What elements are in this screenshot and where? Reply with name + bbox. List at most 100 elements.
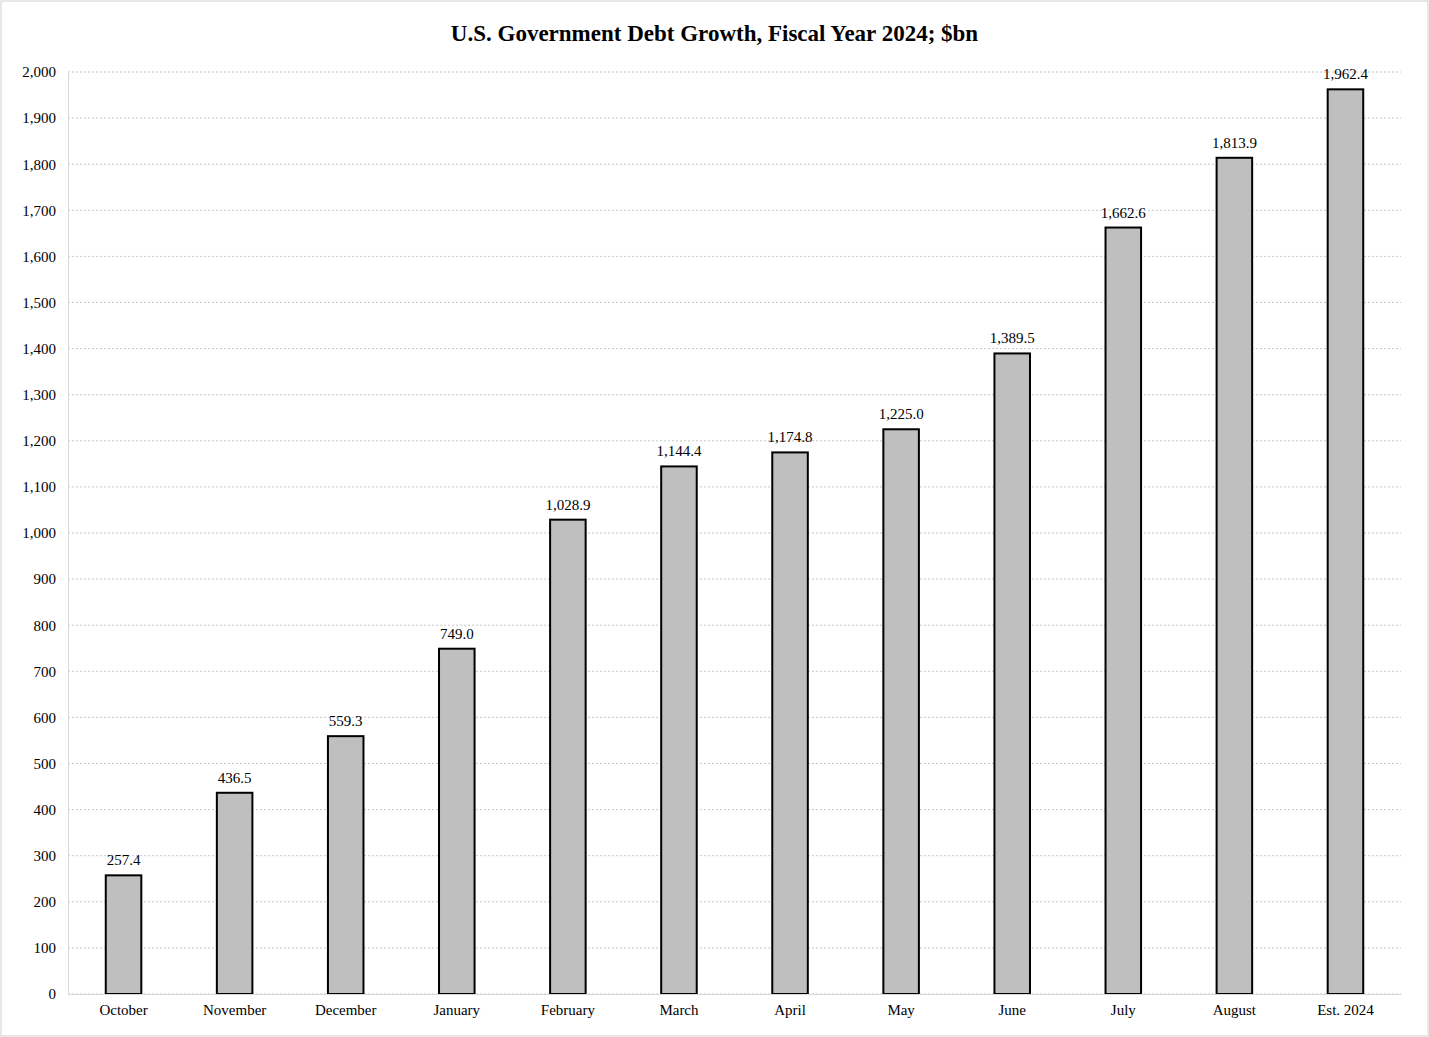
x-tick: November (203, 994, 266, 1018)
y-tick: 100 (34, 940, 69, 956)
data-label: 436.5 (218, 770, 252, 786)
x-axis-line (69, 994, 1402, 995)
y-tick: 2,000 (22, 64, 68, 80)
data-label: 1,389.5 (990, 330, 1035, 346)
x-tick: July (1111, 994, 1137, 1018)
x-tick-label: December (315, 1002, 377, 1018)
x-tick: May (887, 994, 915, 1018)
y-tick-label: 800 (34, 618, 57, 634)
bar (661, 466, 697, 994)
bar (994, 353, 1030, 994)
y-tick: 600 (34, 710, 69, 726)
grid (68, 72, 1401, 994)
bars (106, 89, 1363, 994)
data-label: 1,144.4 (656, 443, 702, 459)
grid-line (68, 302, 1401, 303)
grid-line (68, 256, 1401, 257)
y-tick: 800 (34, 618, 69, 634)
x-axis: October November December January February Ma… (69, 994, 1402, 1018)
y-tick-label: 400 (34, 802, 57, 818)
y-tick-label: 200 (34, 894, 57, 910)
y-tick-label: 1,200 (22, 433, 56, 449)
y-tick-label: 100 (34, 940, 57, 956)
y-tick: 900 (34, 571, 69, 587)
y-tick: 500 (34, 756, 69, 772)
y-tick: 1,200 (22, 433, 68, 449)
x-tick-label: February (541, 1002, 596, 1018)
y-tick: 1,800 (22, 157, 68, 173)
grid-line (68, 118, 1401, 119)
x-tick: January (433, 994, 480, 1018)
grid-line (68, 671, 1401, 672)
bar (1217, 158, 1253, 994)
x-tick: February (541, 994, 596, 1018)
x-tick-label: March (659, 1002, 699, 1018)
y-tick-label: 600 (34, 710, 57, 726)
y-tick: 200 (34, 894, 69, 910)
grid-line (68, 717, 1401, 718)
grid-line (68, 348, 1401, 349)
bar (439, 649, 475, 994)
grid-line (68, 994, 1401, 995)
grid-line (68, 72, 1401, 73)
x-tick: October (99, 994, 147, 1018)
y-tick-label: 1,800 (22, 157, 56, 173)
x-tick: August (1213, 994, 1257, 1018)
grid-line (68, 947, 1401, 948)
y-tick: 1,500 (22, 295, 68, 311)
x-tick: April (774, 994, 806, 1018)
grid-line (68, 901, 1401, 902)
x-tick: December (315, 994, 377, 1018)
grid-line (68, 164, 1401, 165)
bar (772, 452, 808, 994)
x-tick-label: June (998, 1002, 1026, 1018)
y-tick-label: 900 (34, 571, 57, 587)
bar (1106, 228, 1142, 994)
title: U.S. Government Debt Growth, Fiscal Year… (451, 21, 978, 46)
y-tick: 400 (34, 802, 69, 818)
y-tick-label: 500 (34, 756, 57, 772)
x-tick-label: May (887, 1002, 915, 1018)
y-tick: 1,300 (22, 387, 68, 403)
data-label: 1,225.0 (879, 406, 924, 422)
x-tick-label: November (203, 1002, 266, 1018)
y-tick-label: 300 (34, 848, 57, 864)
y-tick: 1,000 (22, 525, 68, 541)
x-tick-label: July (1111, 1002, 1137, 1018)
data-label: 749.0 (440, 626, 474, 642)
y-tick-label: 1,400 (22, 341, 56, 357)
x-tick-label: August (1213, 1002, 1257, 1018)
grid-line (68, 579, 1401, 580)
grid-line (68, 486, 1401, 487)
y-tick-label: 1,300 (22, 387, 56, 403)
grid-line (68, 394, 1401, 395)
data-label: 559.3 (329, 713, 363, 729)
y-tick-label: 0 (49, 986, 57, 1002)
y-tick: 1,400 (22, 341, 68, 357)
y-tick: 1,900 (22, 110, 68, 126)
y-tick-label: 1,900 (22, 110, 56, 126)
data-label: 1,662.6 (1101, 205, 1147, 221)
data-label: 1,028.9 (545, 497, 590, 513)
y-tick-label: 1,500 (22, 295, 56, 311)
grid-line (68, 855, 1401, 856)
y-tick-label: 2,000 (22, 64, 56, 80)
y-axis: 01002003004005006007008009001,0001,1001,… (22, 64, 68, 1002)
y-tick-label: 1,600 (22, 249, 56, 265)
grid-line (68, 763, 1401, 764)
x-tick-label: January (433, 1002, 480, 1018)
data-label: 1,962.4 (1323, 66, 1369, 82)
y-tick: 1,700 (22, 203, 68, 219)
x-tick: March (659, 994, 699, 1018)
y-tick: 700 (34, 664, 69, 680)
x-tick-label: October (99, 1002, 147, 1018)
y-tick-label: 1,700 (22, 203, 56, 219)
bar (106, 875, 142, 994)
x-tick-label: April (774, 1002, 806, 1018)
bar (550, 520, 586, 994)
data-label: 1,174.8 (768, 429, 813, 445)
bar (883, 429, 919, 994)
bar (328, 736, 364, 994)
y-tick: 1,600 (22, 249, 68, 265)
y-tick-label: 700 (34, 664, 57, 680)
